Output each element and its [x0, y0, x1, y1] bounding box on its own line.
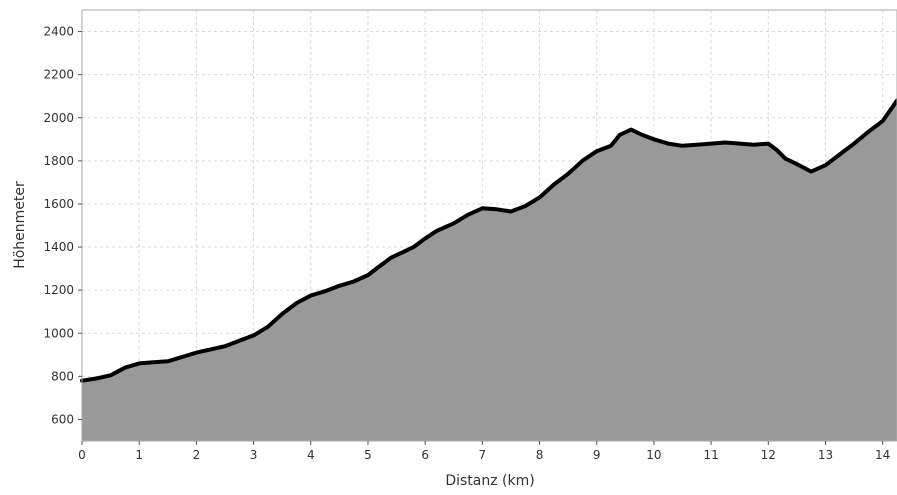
- y-tick-label: 2200: [43, 68, 74, 82]
- x-axis: 0 1 2 3 4 5 6 7 8 9 10 11 12 13 14: [78, 441, 890, 462]
- y-tick-label: 2000: [43, 111, 74, 125]
- y-tick-label: 600: [51, 412, 74, 426]
- x-tick-label: 6: [421, 448, 429, 462]
- x-axis-title: Distanz (km): [445, 473, 534, 489]
- x-tick-label: 2: [193, 448, 201, 462]
- y-tick-label: 2400: [43, 25, 74, 39]
- x-tick-label: 9: [593, 448, 601, 462]
- x-tick-label: 4: [307, 448, 315, 462]
- elevation-area: [82, 100, 897, 441]
- x-tick-label: 5: [364, 448, 372, 462]
- y-tick-label: 1200: [43, 283, 74, 297]
- y-tick-label: 1800: [43, 154, 74, 168]
- y-tick-label: 1400: [43, 240, 74, 254]
- x-tick-label: 8: [536, 448, 544, 462]
- x-tick-label: 0: [78, 448, 86, 462]
- plot-border: [81, 9, 897, 442]
- plot-frame: [81, 9, 897, 442]
- y-axis: 600 800 1000 1200 1400 1600 1800 2000 2200 2400: [43, 25, 82, 426]
- x-tick-label: 3: [250, 448, 258, 462]
- x-tick-label: 14: [875, 448, 890, 462]
- x-tick-label: 10: [646, 448, 661, 462]
- y-tick-label: 1600: [43, 197, 74, 211]
- y-tick-label: 1000: [43, 326, 74, 340]
- area-layer: [80, 98, 897, 441]
- y-tick-label: 800: [51, 369, 74, 383]
- x-tick-label: 7: [479, 448, 487, 462]
- elevation-line: [80, 98, 897, 383]
- x-tick-label: 11: [703, 448, 718, 462]
- x-tick-label: 1: [135, 448, 143, 462]
- y-axis-title: Höhenmeter: [12, 181, 28, 269]
- x-tick-label: 12: [761, 448, 776, 462]
- x-tick-label: 13: [818, 448, 833, 462]
